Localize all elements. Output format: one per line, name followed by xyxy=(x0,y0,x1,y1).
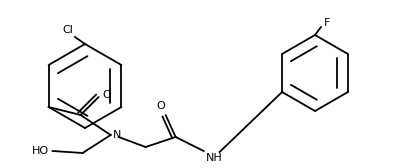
Text: F: F xyxy=(323,18,330,28)
Text: Cl: Cl xyxy=(62,25,73,35)
Text: N: N xyxy=(112,130,121,140)
Text: O: O xyxy=(102,90,111,100)
Text: HO: HO xyxy=(31,146,49,156)
Text: O: O xyxy=(156,101,164,111)
Text: NH: NH xyxy=(205,153,222,163)
